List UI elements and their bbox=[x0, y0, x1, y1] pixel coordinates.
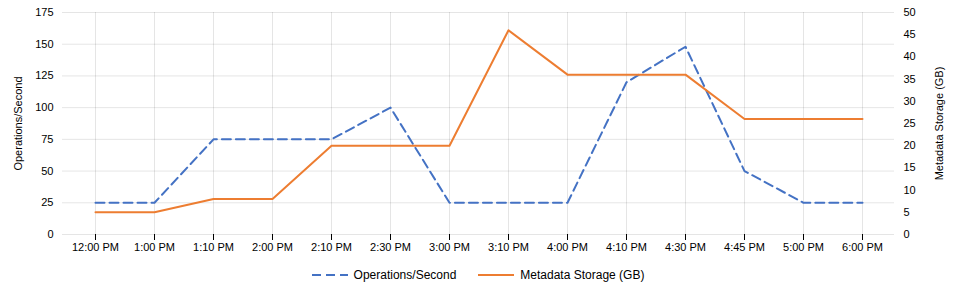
svg-text:25: 25 bbox=[41, 196, 53, 208]
svg-text:4:00 PM: 4:00 PM bbox=[547, 241, 588, 253]
svg-text:125: 125 bbox=[35, 69, 53, 81]
svg-text:50: 50 bbox=[904, 6, 916, 18]
svg-text:175: 175 bbox=[35, 6, 53, 18]
svg-text:0: 0 bbox=[904, 228, 910, 240]
svg-text:1:10 PM: 1:10 PM bbox=[193, 241, 234, 253]
svg-text:4:30 PM: 4:30 PM bbox=[665, 241, 706, 253]
svg-text:4:10 PM: 4:10 PM bbox=[606, 241, 647, 253]
svg-text:5: 5 bbox=[904, 206, 910, 218]
svg-text:75: 75 bbox=[41, 133, 53, 145]
svg-text:10: 10 bbox=[904, 184, 916, 196]
svg-text:2:30 PM: 2:30 PM bbox=[370, 241, 411, 253]
svg-text:3:10 PM: 3:10 PM bbox=[488, 241, 529, 253]
svg-text:12:00 PM: 12:00 PM bbox=[72, 241, 119, 253]
svg-text:45: 45 bbox=[904, 28, 916, 40]
html-text:Operations/Second: Operations/Second bbox=[353, 268, 457, 282]
svg-text:25: 25 bbox=[904, 117, 916, 129]
svg-text:0: 0 bbox=[47, 228, 53, 240]
svg-text:30: 30 bbox=[904, 95, 916, 107]
svg-text:2:00 PM: 2:00 PM bbox=[252, 241, 293, 253]
svg-text:50: 50 bbox=[41, 165, 53, 177]
svg-text:100: 100 bbox=[35, 101, 53, 113]
svg-text:4:45 PM: 4:45 PM bbox=[724, 241, 765, 253]
svg-text:6:00 PM: 6:00 PM bbox=[842, 241, 883, 253]
svg-text:40: 40 bbox=[904, 50, 916, 62]
svg-text:Metadata Storage (GB): Metadata Storage (GB) bbox=[933, 67, 945, 181]
svg-text:20: 20 bbox=[904, 139, 916, 151]
html-text:Metadata Storage (GB): Metadata Storage (GB) bbox=[520, 268, 645, 282]
svg-text:15: 15 bbox=[904, 161, 916, 173]
svg-text:35: 35 bbox=[904, 73, 916, 85]
svg-text:3:00 PM: 3:00 PM bbox=[429, 241, 470, 253]
svg-text:2:10 PM: 2:10 PM bbox=[311, 241, 352, 253]
svg-text:5:00 PM: 5:00 PM bbox=[783, 241, 824, 253]
svg-text:Operations/Second: Operations/Second bbox=[12, 76, 24, 170]
svg-text:1:00 PM: 1:00 PM bbox=[134, 241, 175, 253]
svg-text:150: 150 bbox=[35, 38, 53, 50]
